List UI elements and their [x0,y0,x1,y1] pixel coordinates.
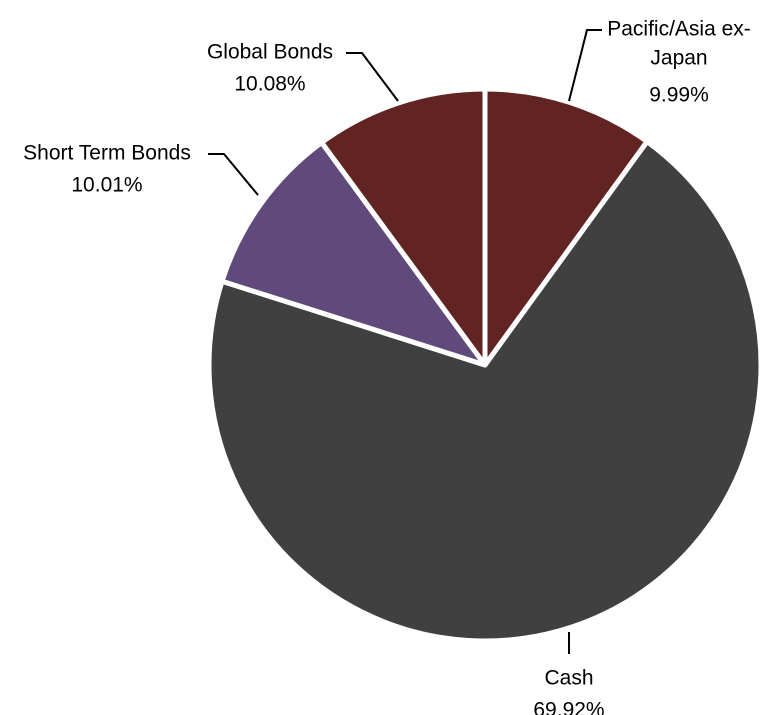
category-label-pacific-asia: Japan [650,47,707,70]
category-label-cash: Cash [544,667,593,690]
slice-short-term-bonds [219,140,488,368]
value-label-cash: 69.92% [533,699,604,715]
leader-lines [208,29,602,654]
category-label-global-bonds: Global Bonds [207,41,333,64]
category-label-pacific-asia: Pacific/Asia ex- [607,18,751,41]
slice-pacific-asia [482,86,650,368]
value-label-global-bonds: 10.08% [234,73,305,96]
value-label-short-term-bonds: 10.01% [71,174,142,197]
value-label-pacific-asia: 9.99% [649,84,709,107]
category-label-short-term-bonds: Short Term Bonds [23,142,191,165]
leader-line-pacific-asia [568,29,602,102]
slice-global-bonds [319,86,488,368]
leader-line-short-term-bonds [208,153,259,196]
data-labels: Pacific/Asia ex- Japan 9.99% Cash 69.92% Shor… [23,18,751,715]
slice-cash [206,139,764,644]
leader-line-global-bonds [346,52,399,102]
pie-slices [206,86,764,644]
